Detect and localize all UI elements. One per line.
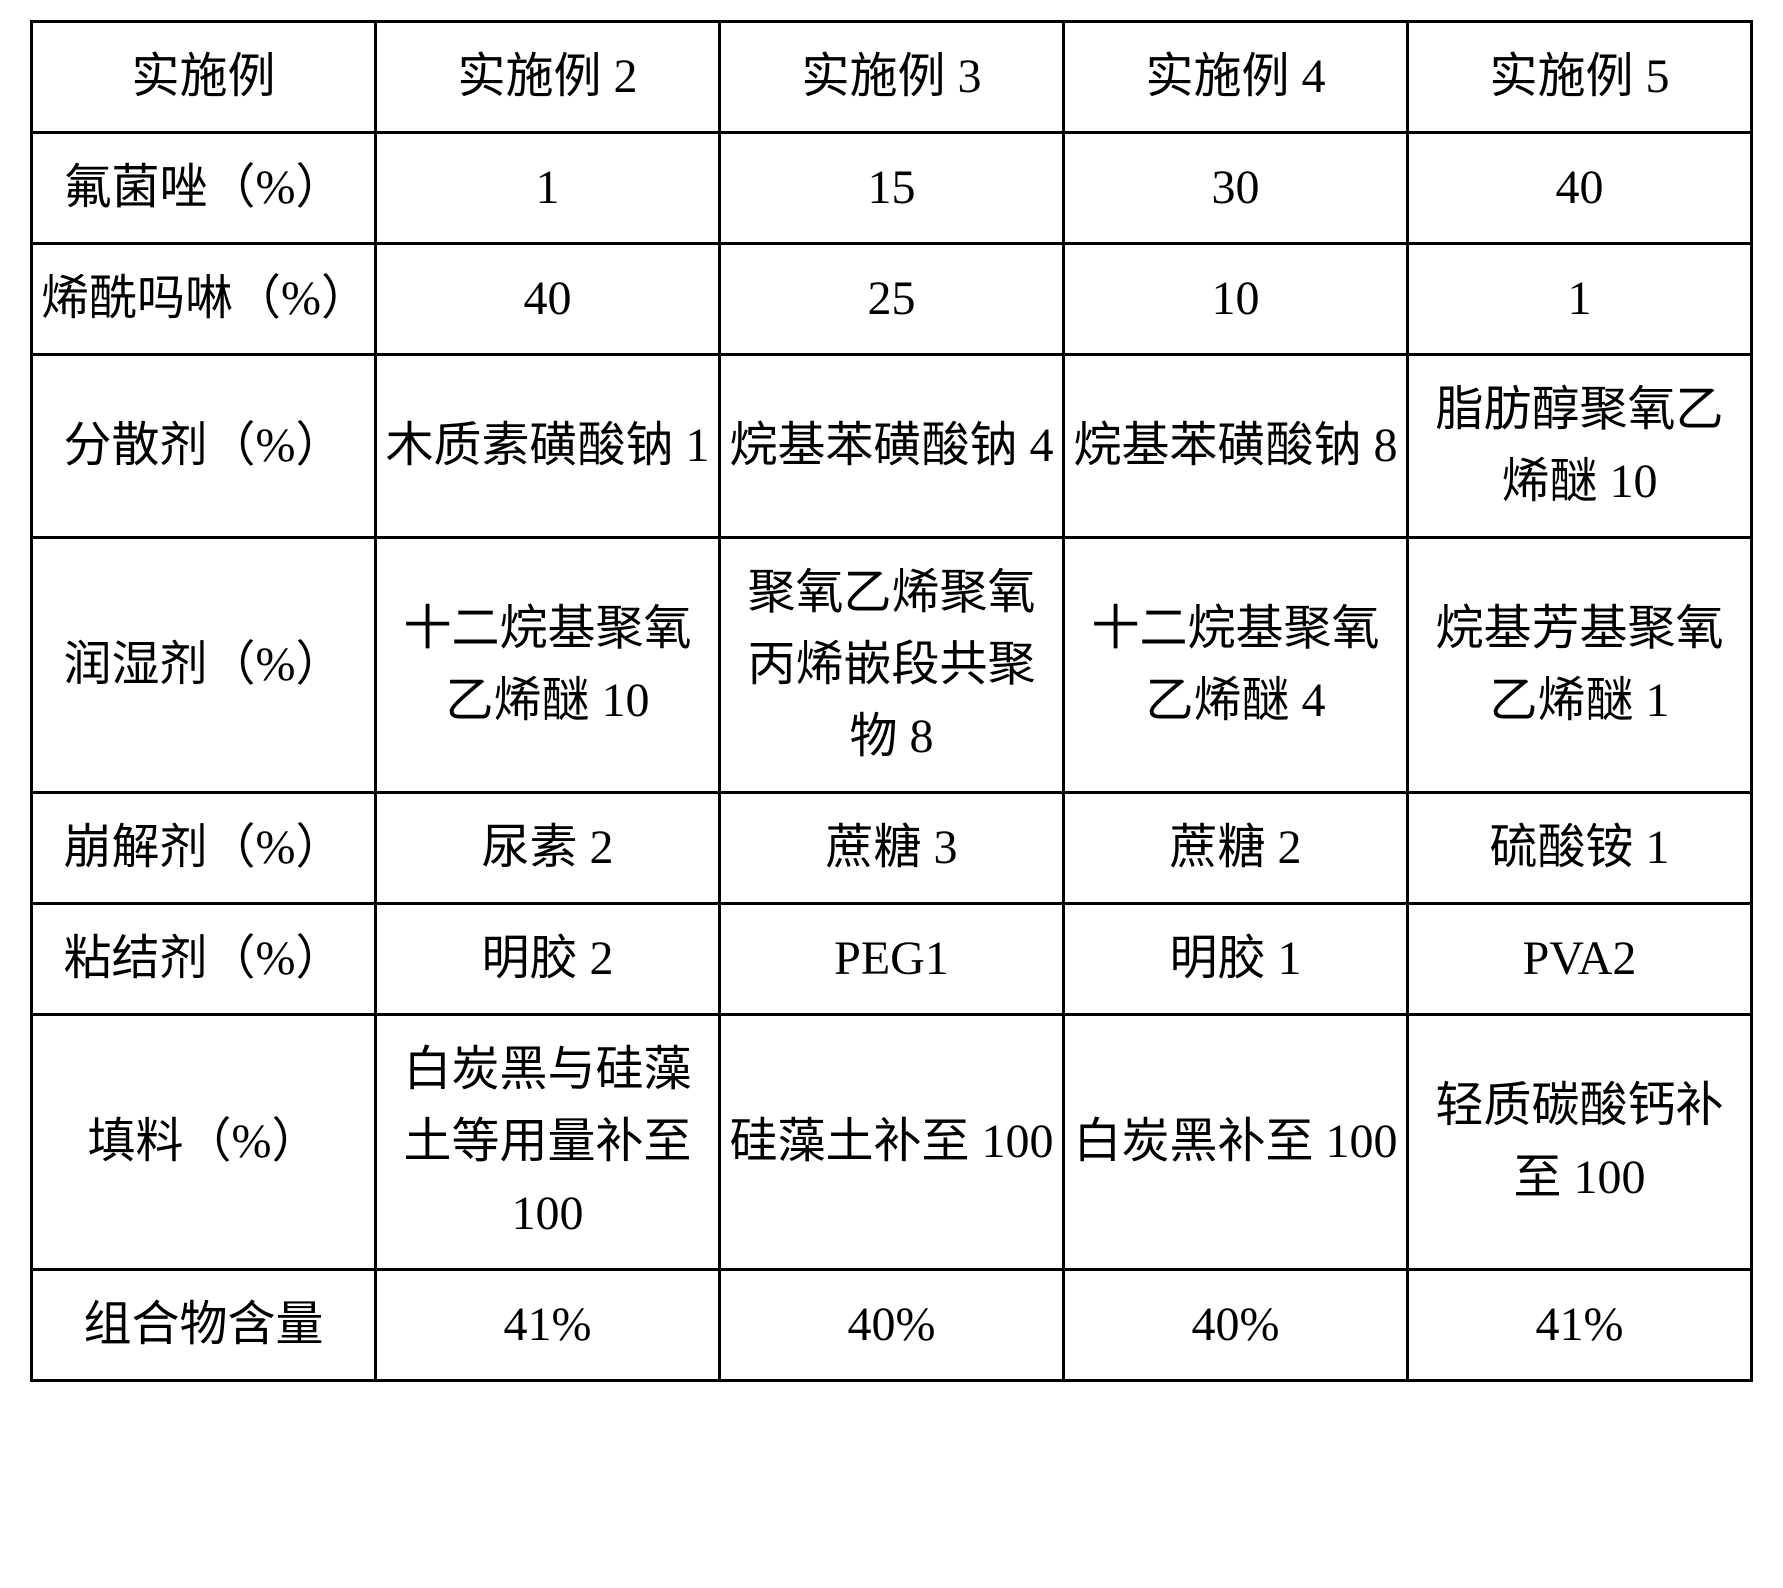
table-cell: 41% (1408, 1270, 1752, 1381)
table-cell: 1 (1408, 244, 1752, 355)
table-cell: 1 (376, 133, 720, 244)
header-cell: 实施例 (32, 22, 376, 133)
row-label: 崩解剂（%） (32, 793, 376, 904)
row-label: 分散剂（%） (32, 355, 376, 538)
table-cell: 白炭黑与硅藻土等用量补至 100 (376, 1015, 720, 1270)
table-cell: 15 (720, 133, 1064, 244)
table-row: 组合物含量 41% 40% 40% 41% (32, 1270, 1752, 1381)
header-cell: 实施例 4 (1064, 22, 1408, 133)
table-cell: 烷基苯磺酸钠 4 (720, 355, 1064, 538)
row-label: 氟菌唑（%） (32, 133, 376, 244)
table-cell: 木质素磺酸钠 1 (376, 355, 720, 538)
table-cell: PVA2 (1408, 904, 1752, 1015)
table-cell: 明胶 2 (376, 904, 720, 1015)
table-cell: 40 (376, 244, 720, 355)
table-cell: 十二烷基聚氧乙烯醚 4 (1064, 538, 1408, 793)
table-cell: 明胶 1 (1064, 904, 1408, 1015)
table-cell: 25 (720, 244, 1064, 355)
table-cell: 硅藻土补至 100 (720, 1015, 1064, 1270)
row-label: 填料（%） (32, 1015, 376, 1270)
header-cell: 实施例 3 (720, 22, 1064, 133)
header-cell: 实施例 5 (1408, 22, 1752, 133)
table-cell: 40% (1064, 1270, 1408, 1381)
table-cell: 尿素 2 (376, 793, 720, 904)
page: 实施例 实施例 2 实施例 3 实施例 4 实施例 5 氟菌唑（%） 1 15 … (0, 0, 1783, 1402)
table-row: 崩解剂（%） 尿素 2 蔗糖 3 蔗糖 2 硫酸铵 1 (32, 793, 1752, 904)
table-row: 润湿剂（%） 十二烷基聚氧乙烯醚 10 聚氧乙烯聚氧丙烯嵌段共聚物 8 十二烷基… (32, 538, 1752, 793)
table-cell: 轻质碳酸钙补至 100 (1408, 1015, 1752, 1270)
table-row: 粘结剂（%） 明胶 2 PEG1 明胶 1 PVA2 (32, 904, 1752, 1015)
table-cell: 十二烷基聚氧乙烯醚 10 (376, 538, 720, 793)
table-cell: 40% (720, 1270, 1064, 1381)
table-cell: 蔗糖 2 (1064, 793, 1408, 904)
table-cell: 聚氧乙烯聚氧丙烯嵌段共聚物 8 (720, 538, 1064, 793)
table-row: 分散剂（%） 木质素磺酸钠 1 烷基苯磺酸钠 4 烷基苯磺酸钠 8 脂肪醇聚氧乙… (32, 355, 1752, 538)
table-cell: 烷基苯磺酸钠 8 (1064, 355, 1408, 538)
formulation-table: 实施例 实施例 2 实施例 3 实施例 4 实施例 5 氟菌唑（%） 1 15 … (30, 20, 1753, 1382)
table-row: 氟菌唑（%） 1 15 30 40 (32, 133, 1752, 244)
row-label: 粘结剂（%） (32, 904, 376, 1015)
table-cell: 烷基芳基聚氧乙烯醚 1 (1408, 538, 1752, 793)
table-cell: 40 (1408, 133, 1752, 244)
table-cell: 脂肪醇聚氧乙烯醚 10 (1408, 355, 1752, 538)
table-cell: 41% (376, 1270, 720, 1381)
row-label: 润湿剂（%） (32, 538, 376, 793)
table-cell: 蔗糖 3 (720, 793, 1064, 904)
table-cell: 10 (1064, 244, 1408, 355)
table-cell: 白炭黑补至 100 (1064, 1015, 1408, 1270)
table-cell: 硫酸铵 1 (1408, 793, 1752, 904)
row-label: 组合物含量 (32, 1270, 376, 1381)
table-cell: 30 (1064, 133, 1408, 244)
table-row: 烯酰吗啉（%） 40 25 10 1 (32, 244, 1752, 355)
table-cell: PEG1 (720, 904, 1064, 1015)
table-header-row: 实施例 实施例 2 实施例 3 实施例 4 实施例 5 (32, 22, 1752, 133)
table-row: 填料（%） 白炭黑与硅藻土等用量补至 100 硅藻土补至 100 白炭黑补至 1… (32, 1015, 1752, 1270)
header-cell: 实施例 2 (376, 22, 720, 133)
row-label: 烯酰吗啉（%） (32, 244, 376, 355)
